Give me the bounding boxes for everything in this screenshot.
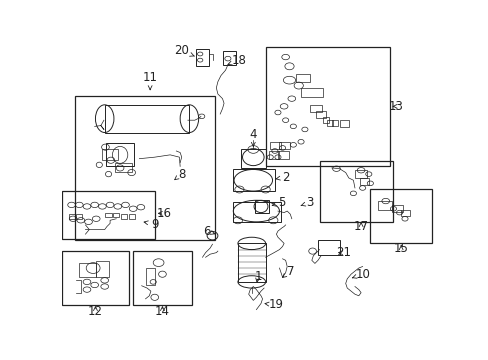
Bar [76, 214, 82, 219]
Text: 13: 13 [388, 100, 403, 113]
Bar [68, 214, 75, 219]
Bar [128, 214, 135, 219]
Text: 18: 18 [227, 54, 246, 67]
Bar [241, 149, 265, 168]
Bar [400, 210, 409, 216]
Bar [79, 263, 96, 276]
Text: 21: 21 [335, 246, 350, 259]
Text: 5: 5 [272, 196, 285, 209]
Bar [391, 205, 402, 212]
Bar [279, 142, 290, 149]
Bar [301, 88, 322, 97]
Bar [233, 170, 274, 191]
Bar [320, 161, 393, 222]
Bar [145, 268, 154, 285]
Bar [295, 74, 309, 82]
Text: 6: 6 [203, 225, 214, 238]
Bar [233, 202, 281, 222]
Bar [115, 163, 131, 172]
Bar [254, 200, 268, 213]
Bar [270, 142, 281, 149]
Bar [106, 143, 134, 166]
Bar [369, 189, 431, 243]
Text: 20: 20 [174, 44, 194, 57]
Bar [102, 149, 118, 160]
Text: 9: 9 [144, 218, 158, 231]
Text: 7: 7 [282, 265, 293, 278]
Bar [317, 239, 339, 255]
Text: 14: 14 [155, 305, 170, 318]
Bar [266, 47, 389, 166]
Bar [339, 120, 348, 127]
Bar [223, 51, 235, 65]
Bar [359, 178, 368, 185]
Bar [331, 120, 337, 126]
Text: 12: 12 [88, 305, 103, 318]
Text: 11: 11 [142, 71, 157, 90]
Text: 1: 1 [254, 270, 261, 283]
Bar [277, 151, 288, 159]
Bar [75, 95, 214, 239]
Bar [105, 213, 111, 217]
Bar [104, 105, 189, 132]
Bar [268, 151, 279, 159]
Bar [121, 214, 127, 219]
Text: 19: 19 [264, 298, 284, 311]
Text: 4: 4 [249, 127, 257, 147]
Text: 10: 10 [352, 268, 369, 281]
Bar [238, 243, 265, 282]
Bar [310, 105, 321, 112]
Text: 17: 17 [353, 220, 368, 233]
Bar [62, 191, 154, 239]
Bar [354, 170, 366, 178]
Text: 2: 2 [276, 171, 289, 184]
Bar [316, 111, 325, 118]
Bar [133, 251, 191, 305]
Bar [322, 117, 328, 122]
Bar [96, 261, 108, 276]
Text: 15: 15 [393, 242, 408, 255]
Text: 8: 8 [174, 168, 185, 181]
Bar [113, 213, 119, 217]
Bar [195, 49, 209, 66]
Bar [377, 201, 391, 210]
Bar [62, 251, 128, 305]
Text: 3: 3 [301, 196, 313, 209]
Text: 16: 16 [156, 207, 171, 220]
Bar [326, 120, 333, 126]
